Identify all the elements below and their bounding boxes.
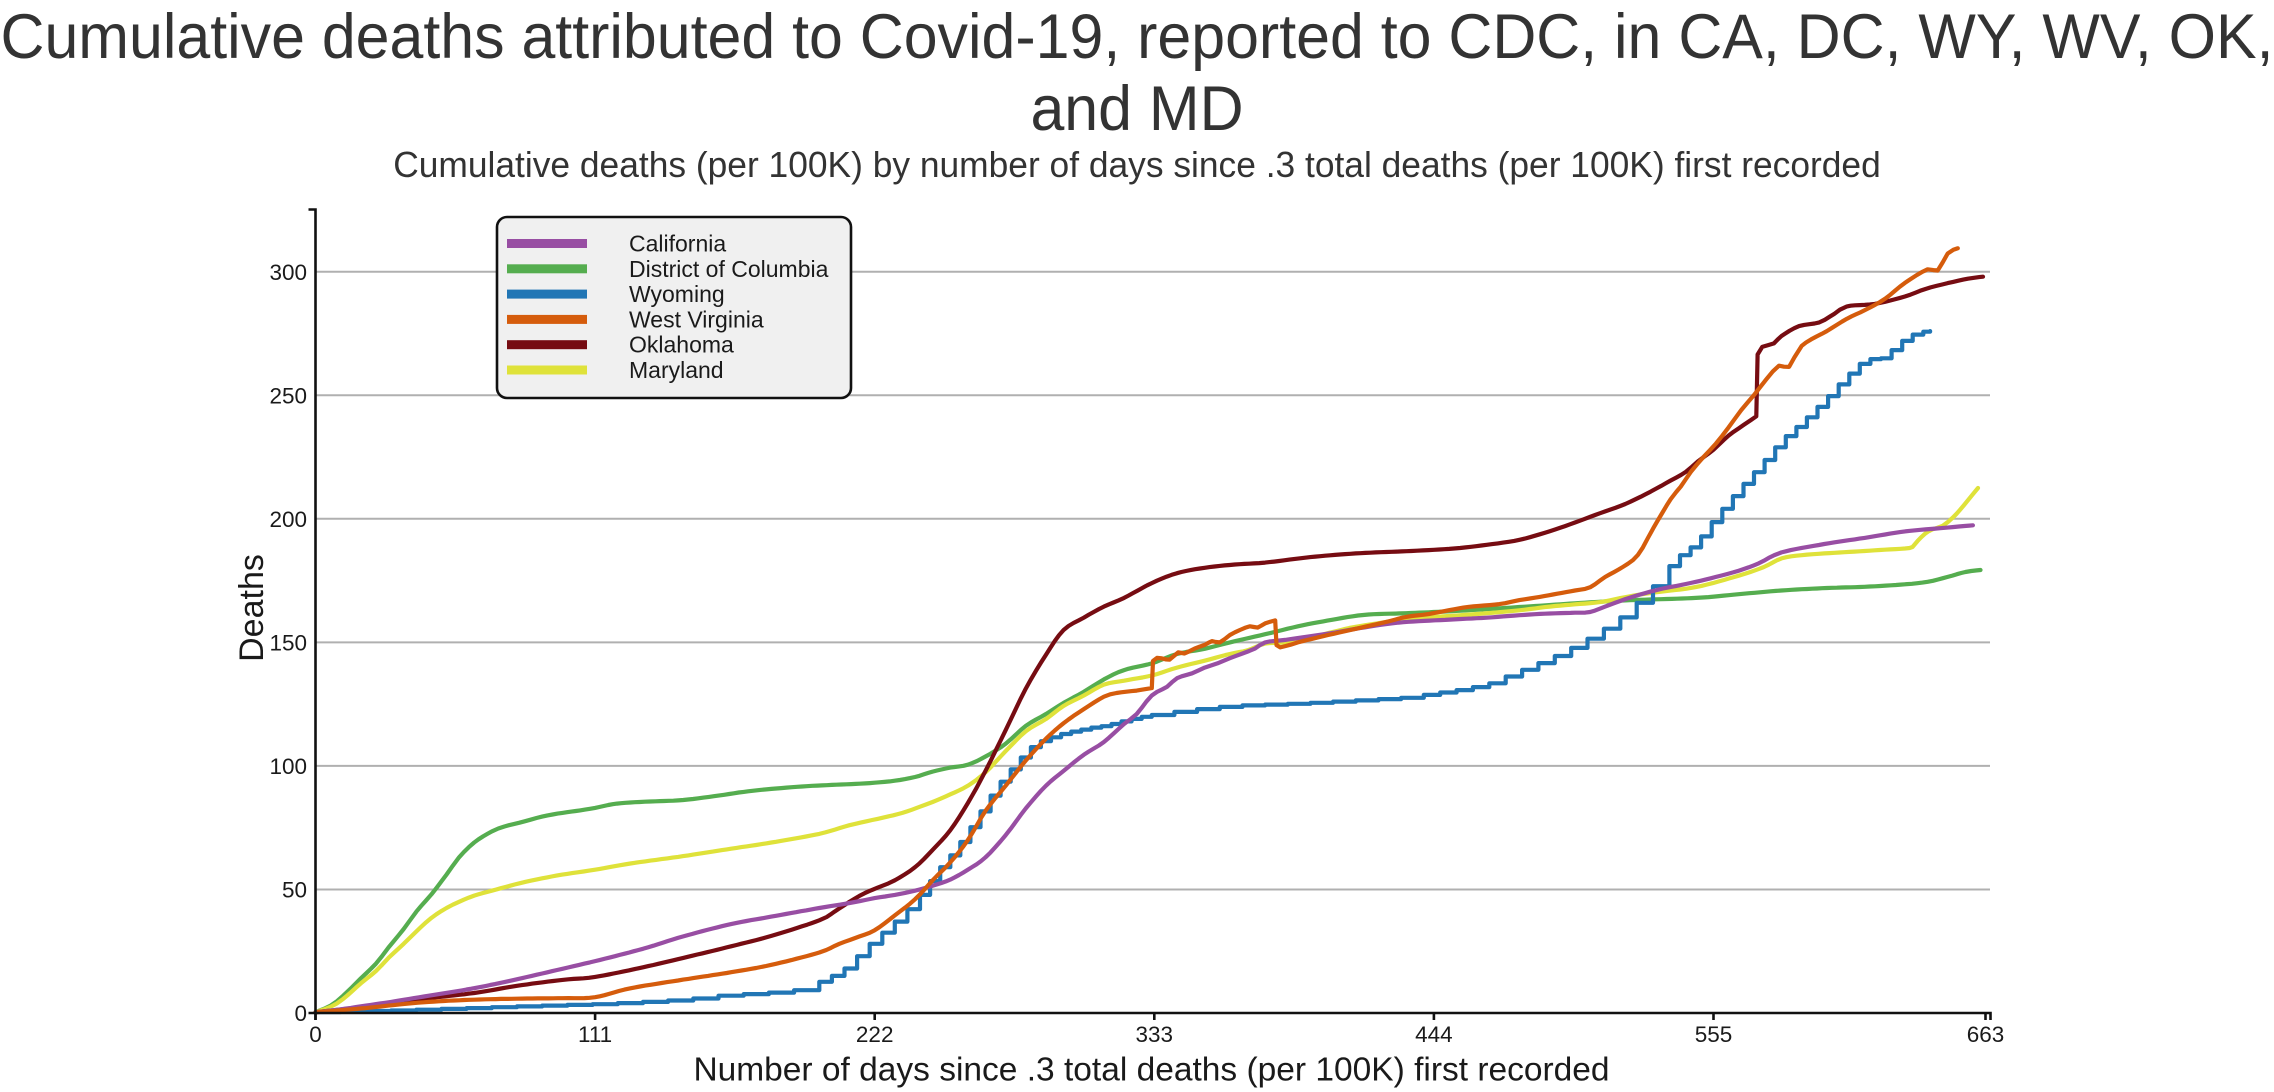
svg-text:444: 444 <box>1415 1022 1453 1047</box>
svg-text:Maryland: Maryland <box>629 357 724 383</box>
svg-text:California: California <box>629 231 726 257</box>
svg-text:300: 300 <box>269 260 307 285</box>
svg-text:200: 200 <box>269 507 307 532</box>
svg-text:0: 0 <box>294 1001 307 1026</box>
svg-text:West Virginia: West Virginia <box>629 306 764 332</box>
svg-text:150: 150 <box>269 630 307 655</box>
svg-text:Number of days since .3 total: Number of days since .3 total deaths (pe… <box>693 1052 1609 1089</box>
svg-text:333: 333 <box>1136 1022 1174 1047</box>
svg-text:50: 50 <box>282 878 307 903</box>
svg-text:Wyoming: Wyoming <box>629 281 725 307</box>
svg-text:663: 663 <box>1967 1022 2005 1047</box>
svg-text:Deaths: Deaths <box>233 554 271 662</box>
svg-text:111: 111 <box>578 1022 612 1047</box>
svg-text:District of Columbia: District of Columbia <box>629 256 829 282</box>
svg-text:555: 555 <box>1695 1022 1733 1047</box>
svg-text:222: 222 <box>856 1022 894 1047</box>
svg-text:100: 100 <box>269 754 307 779</box>
svg-text:0: 0 <box>309 1022 322 1047</box>
svg-text:250: 250 <box>269 383 307 408</box>
svg-text:Oklahoma: Oklahoma <box>629 332 734 358</box>
